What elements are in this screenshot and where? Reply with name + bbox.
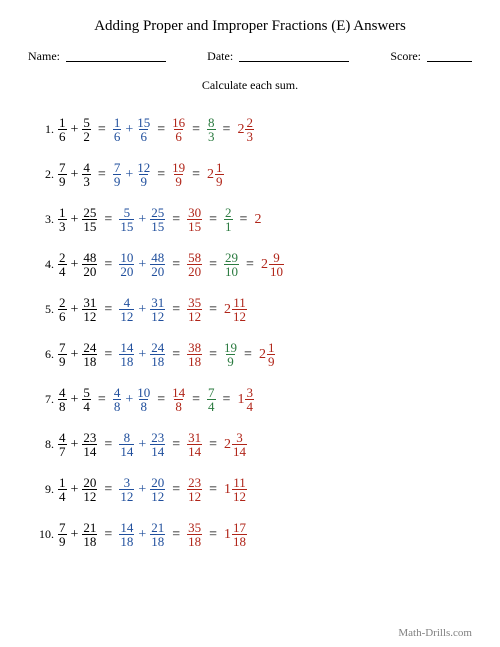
problem-row: 3.13+2515=515+2515=3015=21=2: [34, 197, 472, 242]
footer-text: Math-Drills.com: [398, 627, 472, 639]
problem-row: 1.16+52=16+156=166=83=223: [34, 107, 472, 152]
problem-number: 1.: [34, 122, 58, 137]
name-label: Name:: [28, 49, 60, 64]
problem-row: 9.14+2012=312+2012=2312=11112: [34, 467, 472, 512]
problem-number: 4.: [34, 257, 58, 272]
instruction-text: Calculate each sum.: [28, 78, 472, 93]
date-field[interactable]: [239, 49, 349, 62]
problem-number: 8.: [34, 437, 58, 452]
problem-row: 2.79+43=79+129=199=219: [34, 152, 472, 197]
problem-row: 4.24+4820=1020+4820=5820=2910=2910: [34, 242, 472, 287]
worksheet-page: Adding Proper and Improper Fractions (E)…: [0, 0, 500, 647]
date-label: Date:: [207, 49, 233, 64]
problem-row: 5.26+3112=412+3112=3512=21112: [34, 287, 472, 332]
page-title: Adding Proper and Improper Fractions (E)…: [28, 18, 472, 35]
problem-row: 10.79+2118=1418+2118=3518=11718: [34, 512, 472, 557]
score-label: Score:: [390, 49, 421, 64]
name-field[interactable]: [66, 49, 166, 62]
problem-number: 10.: [34, 527, 58, 542]
problem-row: 7.48+54=48+108=148=74=134: [34, 377, 472, 422]
problem-number: 5.: [34, 302, 58, 317]
problem-number: 3.: [34, 212, 58, 227]
problem-number: 9.: [34, 482, 58, 497]
header-row: Name: Date: Score:: [28, 49, 472, 64]
score-field[interactable]: [427, 49, 472, 62]
problem-number: 6.: [34, 347, 58, 362]
problem-number: 2.: [34, 167, 58, 182]
problem-row: 8.47+2314=814+2314=3114=2314: [34, 422, 472, 467]
problem-list: 1.16+52=16+156=166=83=2232.79+43=79+129=…: [28, 107, 472, 557]
problem-number: 7.: [34, 392, 58, 407]
problem-row: 6.79+2418=1418+2418=3818=199=219: [34, 332, 472, 377]
